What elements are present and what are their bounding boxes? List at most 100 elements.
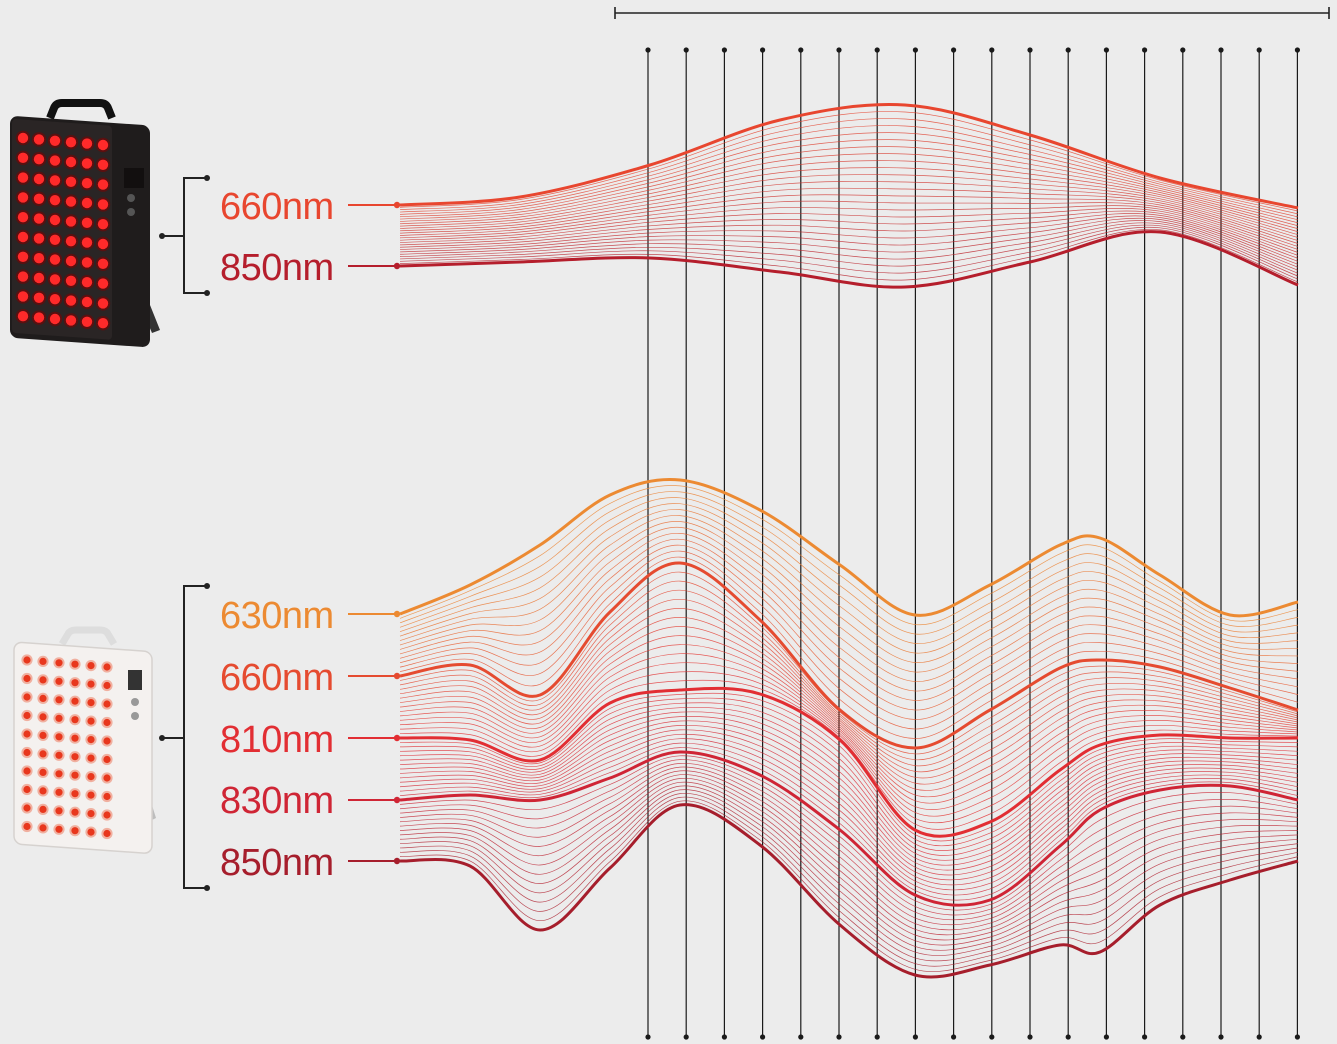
led-icon xyxy=(71,679,79,687)
led-icon xyxy=(39,713,47,721)
ribbon-thread xyxy=(399,550,1299,730)
led-icon xyxy=(23,656,31,664)
ribbon-thread xyxy=(399,132,1299,221)
led-icon xyxy=(81,296,93,308)
led-icon xyxy=(55,751,63,759)
led-icon xyxy=(87,773,95,781)
led-icon xyxy=(103,700,111,708)
ribbon-thread xyxy=(399,215,1299,265)
ribbon-thread xyxy=(399,720,1299,871)
led-icon xyxy=(17,291,29,302)
guide-dot xyxy=(645,47,651,53)
led-icon xyxy=(33,233,45,244)
led-icon xyxy=(33,134,45,145)
guide-dot xyxy=(1027,1034,1033,1040)
led-icon xyxy=(17,231,29,243)
ribbon-thread xyxy=(399,635,1299,798)
ribbon-edge-curve xyxy=(399,803,1299,979)
wavelength-label: 850nm xyxy=(220,247,334,289)
led-icon xyxy=(39,694,47,703)
wavelength-label: 810nm xyxy=(220,719,334,761)
led-icon xyxy=(39,750,47,758)
ribbon-panel-black xyxy=(399,103,1299,289)
led-icon xyxy=(87,810,95,818)
led-icon xyxy=(17,251,29,262)
led-icon xyxy=(87,717,95,725)
guide-dot xyxy=(683,1034,689,1040)
led-icon xyxy=(39,768,47,777)
led-icon xyxy=(33,193,45,204)
ribbon-edge-curve xyxy=(399,561,1299,750)
led-icon xyxy=(65,236,77,247)
led-icon xyxy=(71,716,79,724)
device-image-black-panel xyxy=(10,99,160,347)
ribbon-thread xyxy=(399,793,1299,962)
labels-panel-white: 630nm 660nm 810nm 830nm 850nm xyxy=(220,595,401,884)
ribbon-thread xyxy=(399,711,1299,861)
ribbon-thread xyxy=(399,781,1299,946)
wavelength-label: 850nm xyxy=(220,842,334,884)
led-icon xyxy=(87,680,95,688)
led-icon xyxy=(33,213,45,224)
led-icon xyxy=(33,154,45,165)
ribbon-thread xyxy=(399,200,1299,250)
led-icon xyxy=(81,277,93,288)
led-icon xyxy=(39,787,47,795)
led-icon xyxy=(81,197,93,209)
ribbon-thread xyxy=(399,538,1299,711)
led-icon xyxy=(71,697,79,705)
led-icon xyxy=(81,316,93,327)
led-icon xyxy=(17,192,29,203)
led-icon xyxy=(87,754,95,762)
ribbon-thread xyxy=(399,738,1299,891)
led-icon xyxy=(55,677,63,685)
ribbon-edge-curve xyxy=(399,230,1299,289)
led-icon xyxy=(97,298,109,309)
led-icon xyxy=(49,274,61,285)
led-icon xyxy=(97,258,109,269)
led-icon xyxy=(23,693,31,701)
led-icon xyxy=(55,733,63,741)
led-icon xyxy=(103,663,111,671)
ribbon-thread xyxy=(399,533,1299,701)
ribbon-thread xyxy=(399,210,1299,259)
ribbon-thread xyxy=(399,617,1299,785)
led-icon xyxy=(65,196,77,207)
guide-dot xyxy=(836,1034,842,1040)
guide-dot xyxy=(912,47,919,53)
led-icon xyxy=(97,219,109,230)
ribbon-thread xyxy=(399,796,1299,967)
led-icon xyxy=(23,822,31,831)
led-icon xyxy=(39,657,47,666)
led-icon xyxy=(87,662,95,670)
ribbon-thread xyxy=(399,626,1299,791)
ribbon-thread xyxy=(399,742,1299,896)
guide-dot xyxy=(1142,1034,1148,1040)
ribbon-thread xyxy=(399,181,1299,241)
guide-dot xyxy=(1218,1034,1224,1040)
guide-dot xyxy=(1294,47,1300,53)
ribbon-thread xyxy=(399,187,1299,244)
led-icon xyxy=(33,272,45,284)
guide-dot xyxy=(951,1034,957,1040)
led-icon xyxy=(65,315,77,326)
guide-dot xyxy=(1256,1034,1262,1040)
ribbon-panel-white xyxy=(399,478,1299,979)
ribbon-thread xyxy=(399,213,1299,262)
ribbon-thread xyxy=(399,702,1299,851)
led-icon xyxy=(49,155,61,166)
guide-dot xyxy=(1103,47,1109,53)
led-icon xyxy=(55,770,63,778)
ribbon-thread xyxy=(399,485,1299,626)
ribbon-thread xyxy=(399,556,1299,739)
wavelength-label: 630nm xyxy=(220,595,334,637)
led-icon xyxy=(23,674,31,683)
ribbon-thread xyxy=(399,763,1299,921)
ribbon-thread xyxy=(399,205,1299,253)
guide-dot xyxy=(798,1034,804,1040)
led-icon xyxy=(103,681,111,690)
led-icon xyxy=(97,278,109,289)
ribbon-thread xyxy=(399,755,1299,911)
ribbon-thread xyxy=(399,589,1299,767)
